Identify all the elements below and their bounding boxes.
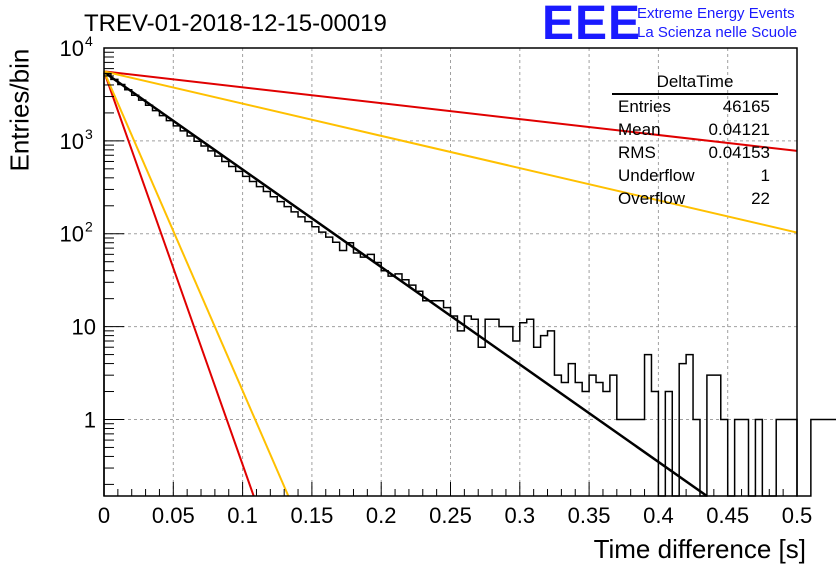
x-tick-label: 0	[98, 503, 110, 528]
stats-label: RMS	[618, 143, 656, 162]
fit-line	[103, 71, 708, 498]
stats-label: Underflow	[618, 166, 695, 185]
series-layer	[103, 70, 798, 498]
x-axis-label: Time difference [s]	[593, 534, 806, 564]
x-tick-label: 0.1	[227, 503, 258, 528]
y-tick-label: 10	[60, 36, 84, 61]
stats-row: Mean 0.04121	[612, 118, 778, 141]
y-axis-label: Entries/bin	[4, 48, 35, 172]
fit-line	[103, 70, 290, 497]
y-tick-exponent: 3	[85, 126, 93, 142]
x-tick-label: 0.25	[429, 503, 472, 528]
stats-label: Mean	[618, 120, 661, 139]
stats-row: Underflow 1	[612, 164, 778, 187]
y-tick-label: 10	[60, 129, 84, 154]
histogram-outline	[103, 72, 836, 497]
x-tick-label: 0.35	[568, 503, 611, 528]
stats-value: 22	[751, 189, 770, 208]
x-tick-label: 0.5	[782, 503, 813, 528]
chart-title: TREV-01-2018-12-15-00019	[84, 10, 387, 37]
y-tick-label: 10	[72, 315, 96, 340]
stats-row: Entries 46165	[612, 95, 778, 118]
logo-line-2: La Scienza nelle Scuole	[637, 24, 798, 41]
stats-value: 0.04121	[708, 120, 770, 139]
x-tick-label: 0.3	[505, 503, 536, 528]
y-tick-exponent: 4	[85, 33, 93, 49]
fit-line	[103, 71, 255, 497]
eee-logo-text: Extreme Energy Events La Scienza nelle S…	[637, 4, 797, 42]
stats-box: DeltaTime Entries 46165 Mean 0.04121 RMS…	[612, 72, 778, 210]
x-tick-label: 0.05	[152, 503, 195, 528]
stats-row: Overflow 22	[612, 187, 778, 210]
stats-value: 0.04153	[708, 143, 770, 162]
x-tick-label: 0.45	[706, 503, 749, 528]
x-tick-label: 0.2	[366, 503, 397, 528]
x-tick-label: 0.15	[290, 503, 333, 528]
axis-ticks	[103, 47, 798, 496]
y-tick-label: 1	[84, 407, 96, 432]
tick-labels: 0 0.05 0.1 0.15 0.2 0.25 0.3 0.35 0.4 0.45 0.5 1 10 1…	[60, 33, 813, 528]
x-tick-label: 0.4	[643, 503, 674, 528]
logo-line-1: Extreme Energy Events	[637, 5, 795, 22]
y-tick-exponent: 2	[85, 219, 93, 235]
stats-value: 46165	[722, 97, 770, 116]
fit-line	[103, 70, 798, 234]
stats-title: DeltaTime	[612, 72, 778, 95]
stats-value: 1	[760, 166, 770, 185]
histogram-layer	[103, 72, 836, 497]
fit-line	[103, 70, 798, 152]
grid	[104, 48, 797, 496]
stats-label: Entries	[618, 97, 671, 116]
y-tick-label: 10	[60, 222, 84, 247]
eee-logo: EEE	[542, 0, 642, 50]
stats-label: Overflow	[618, 189, 686, 208]
stats-row: RMS 0.04153	[612, 141, 778, 164]
